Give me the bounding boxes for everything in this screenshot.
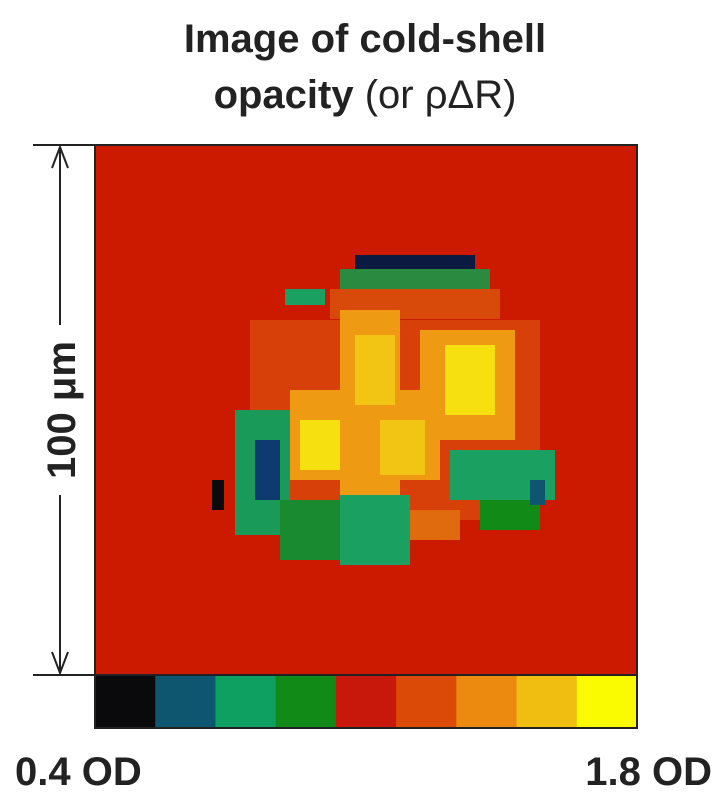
page: Image of cold-shell opacity (or ρΔR) xyxy=(0,0,717,794)
title-rest: (or ρΔR) xyxy=(365,73,517,117)
pixel-region xyxy=(355,255,475,269)
pixel-region xyxy=(212,480,224,510)
figure: Image of cold-shell opacity (or ρΔR) xyxy=(0,0,717,794)
opacity-image xyxy=(95,145,637,675)
colorbar-swatch xyxy=(336,675,397,728)
colorbar-min-label: 0.4 OD xyxy=(15,750,142,794)
title-line-1: Image of cold-shell xyxy=(184,17,546,61)
pixel-region xyxy=(280,500,340,560)
scale-label: 100 μm xyxy=(40,341,84,479)
pixel-region xyxy=(355,335,395,405)
pixel-region xyxy=(445,345,495,415)
colorbar-swatch xyxy=(155,675,216,728)
colorbar-swatch xyxy=(456,675,517,728)
pixel-region xyxy=(380,420,425,475)
pixel-region xyxy=(530,480,545,505)
pixel-region xyxy=(340,269,490,289)
colorbar-swatch xyxy=(215,675,276,728)
pixel-region xyxy=(300,420,340,470)
colorbar-swatch xyxy=(396,675,457,728)
pixel-region xyxy=(285,289,325,305)
colorbar-swatch xyxy=(517,675,578,728)
colorbar-max-label: 1.8 OD xyxy=(585,750,712,794)
pixel-region xyxy=(255,440,280,500)
pixel-region xyxy=(410,510,460,540)
pixel-region xyxy=(340,495,410,565)
title-bold: opacity xyxy=(214,73,355,117)
title-line-2: opacity (or ρΔR) xyxy=(214,73,517,117)
colorbar-swatch xyxy=(95,675,156,728)
colorbar-swatch xyxy=(577,675,638,728)
colorbar xyxy=(95,675,638,728)
colorbar-swatch xyxy=(276,675,337,728)
